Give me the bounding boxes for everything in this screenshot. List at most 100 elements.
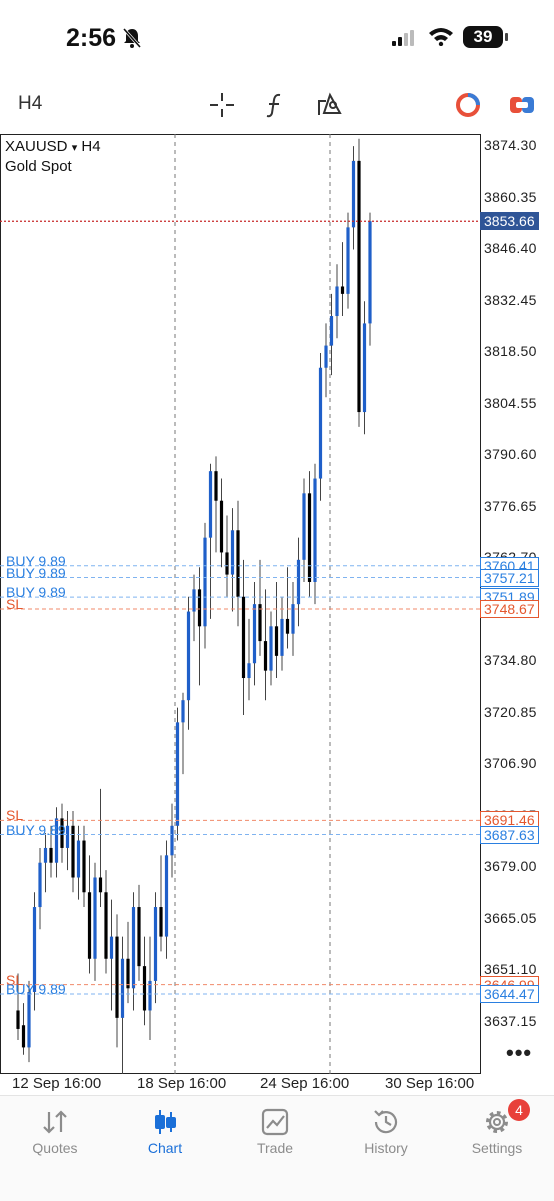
candle-body	[324, 345, 328, 368]
history-icon	[374, 1110, 398, 1134]
sl-level-label[interactable]: SL	[6, 807, 24, 824]
candle-body	[307, 493, 312, 582]
signal-icon	[392, 30, 414, 46]
buy-level-label[interactable]: BUY 9.89	[6, 821, 66, 838]
sl-price-label: 3748.67	[480, 600, 539, 619]
candle-body	[181, 700, 185, 723]
price-axis-label: 3832.45	[484, 291, 537, 308]
price-axis-label: 3804.55	[484, 394, 537, 411]
candle-body	[340, 286, 345, 294]
time-label: 30 Sep 16:00	[385, 1075, 475, 1092]
candle-body	[362, 323, 367, 413]
candle-body	[335, 286, 339, 317]
candle-body	[258, 604, 262, 642]
candle-body	[54, 818, 59, 863]
battery-tip	[505, 33, 508, 41]
candle-body	[252, 604, 257, 664]
symbol-name: XAUUSD	[5, 138, 68, 155]
price-chart[interactable]: XAUUSD ▾ H4 Gold Spot 3874.30 3860.35 3846…	[0, 134, 554, 1074]
candle-body	[164, 855, 169, 937]
status-time: 2:56	[66, 24, 117, 52]
tab-quotes[interactable]: Quotes	[0, 1096, 110, 1166]
candle-body	[148, 980, 152, 1011]
price-axis-label: 3637.15	[484, 1013, 537, 1029]
candle-body	[230, 530, 235, 575]
candle-body	[280, 618, 284, 656]
symbol-description: Gold Spot	[5, 158, 72, 175]
tab-label: Settings	[471, 1140, 523, 1156]
candle-body	[318, 367, 323, 479]
sl-level-label[interactable]: SL	[6, 971, 24, 988]
battery-icon: 39	[463, 26, 503, 48]
candle-body	[87, 892, 92, 959]
symbol-arrow: ▾	[71, 142, 78, 154]
tab-settings[interactable]: Settings	[442, 1096, 552, 1166]
wifi-icon	[429, 28, 453, 46]
candle-body	[126, 958, 130, 989]
price-axis-label: 3818.50	[484, 343, 537, 360]
buy-level-label[interactable]: BUY 9.89	[6, 552, 66, 569]
candle-body	[49, 847, 53, 863]
candle-body	[109, 936, 114, 959]
time-label: 18 Sep 16:00	[137, 1075, 227, 1092]
objects-icon[interactable]	[316, 91, 344, 119]
price-axis-label: 3665.05	[484, 909, 537, 926]
current-price-label: 3853.66	[480, 212, 539, 231]
tab-label: History	[364, 1140, 408, 1156]
candle-body	[98, 877, 103, 893]
candle-body	[104, 892, 108, 959]
sl-level-label[interactable]: SL	[6, 596, 24, 613]
indicators-icon[interactable]	[262, 91, 290, 119]
candle-body	[65, 825, 70, 848]
candle-body	[27, 992, 31, 1048]
candle-body	[197, 589, 202, 627]
candle-body	[175, 722, 180, 826]
buy-price-label: 3687.63	[480, 825, 539, 844]
chart-more-menu[interactable]: •••	[506, 1040, 533, 1065]
price-axis-label: 3679.00	[484, 858, 537, 875]
tab-trade[interactable]: Trade	[220, 1096, 330, 1166]
buy-level-label[interactable]: BUY 9.89	[6, 584, 66, 601]
candle-body	[329, 316, 334, 346]
buy-price-label: 3757.21	[480, 568, 539, 587]
candle-body	[274, 626, 279, 656]
trade-icon	[261, 1108, 289, 1136]
candle-body	[291, 604, 295, 634]
candle-body	[82, 840, 86, 893]
candle-body	[170, 825, 174, 856]
bell-muted-icon	[122, 28, 142, 48]
candlestick-chart[interactable]	[0, 134, 554, 1074]
time-label: 12 Sep 16:00	[12, 1075, 102, 1092]
time-axis: 12 Sep 16:00 18 Sep 16:00 24 Sep 16:00 3…	[0, 1073, 554, 1095]
price-axis-label: 3706.90	[484, 755, 537, 772]
price-axis-label: 3874.30	[484, 137, 537, 153]
bottom-tab-bar: Quotes Chart Trade History Settings 4	[0, 1095, 554, 1201]
buy-level-label[interactable]: BUY 9.89	[6, 564, 66, 581]
tab-history[interactable]: History	[331, 1096, 441, 1166]
candle-body	[120, 958, 125, 1018]
chart-frame	[0, 134, 481, 1074]
candle-body	[131, 907, 136, 989]
buy-price-label: 3644.47	[480, 984, 539, 1003]
candle-body	[32, 907, 37, 993]
candle-body	[313, 478, 317, 582]
candle-body	[219, 500, 224, 553]
crosshair-icon[interactable]	[208, 91, 236, 119]
candle-body	[142, 966, 147, 1011]
trade-status-icon[interactable]	[454, 91, 482, 119]
buy-level-label[interactable]: BUY 9.89	[6, 980, 66, 997]
candle-body	[192, 589, 196, 612]
candle-body	[214, 471, 218, 501]
timeframe-selector[interactable]: H4	[18, 93, 43, 114]
price-axis-label: 3790.60	[484, 446, 537, 463]
candle-body	[351, 160, 356, 228]
tab-chart[interactable]: Chart	[110, 1096, 220, 1166]
one-click-trading-icon[interactable]	[508, 91, 536, 119]
candle-body	[236, 530, 240, 597]
price-axis-label: 3776.65	[484, 497, 537, 514]
candle-body	[16, 1010, 20, 1029]
candle-body	[153, 907, 158, 981]
candle-body	[60, 818, 64, 848]
candle-body	[241, 596, 246, 679]
chart-icon	[155, 1110, 176, 1134]
